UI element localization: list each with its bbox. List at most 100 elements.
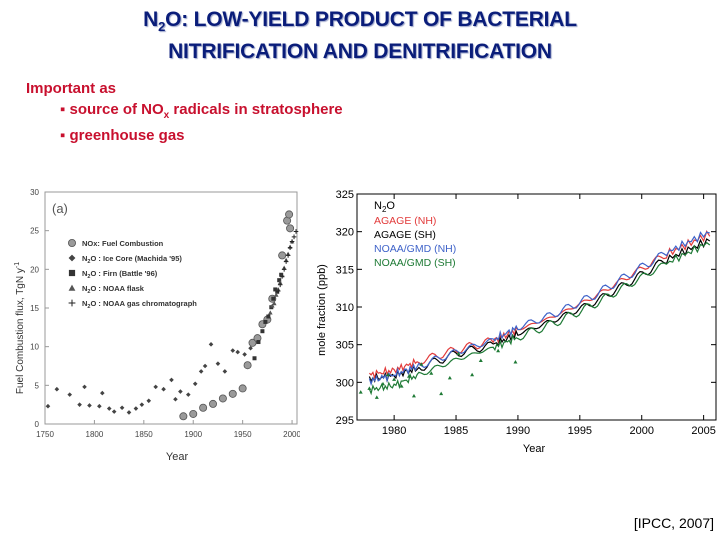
chart-a-point-plus [285, 253, 291, 258]
chart-a-point-diamond [54, 386, 60, 392]
chart-a-point-diamond [97, 403, 102, 409]
citation: [IPCC, 2007] [633, 515, 714, 531]
legend-label-diamond: N2O : Ice Core (Machida '95) [82, 254, 182, 265]
chart-b-flask-point [406, 374, 411, 378]
chart-a-point-diamond [235, 349, 241, 355]
chart-a-ylabel-text: Fuel Combustion flux, TgN y [15, 268, 26, 394]
chart-a-point-diamond [202, 363, 208, 369]
chart-a-point-triangle [268, 310, 273, 315]
chart-n2o-mole-fraction: 295 300 305 310 315 320 325 1980 1985 1990 1995 200… [316, 189, 717, 455]
chart-a-point-triangle [277, 280, 283, 285]
chart-a-point-square [260, 329, 265, 334]
chart-a-xtick-label: 1950 [234, 430, 252, 439]
chart-a-point-plus [291, 234, 297, 240]
chart-a-point-diamond [248, 345, 253, 351]
chart-a-point-triangle [269, 303, 275, 308]
chart-a-point-diamond [208, 342, 214, 347]
chart-a-plot-area [44, 191, 298, 425]
chart-a-point-square [279, 272, 284, 277]
chart-a-point-diamond [146, 398, 152, 404]
chart-b-ytick-label: 320 [336, 227, 354, 239]
chart-b-flask-point [513, 359, 518, 364]
chart-b-series-line [368, 231, 710, 387]
chart-a-xtick-label: 1800 [86, 430, 104, 439]
chart-b-ytick-label: 310 [336, 302, 354, 314]
bullet-greenhouse: ▪ greenhouse gas [60, 127, 185, 144]
chart-b-ylabel: mole fraction (ppb) [316, 264, 328, 356]
chart-a-point-diamond [100, 390, 105, 396]
chart-a-point-diamond [45, 403, 51, 409]
chart-b-xtick-label: 1990 [506, 425, 530, 437]
legend-label-rest: O : Firn (Battle '96) [90, 269, 157, 278]
chart-a-point-diamond [82, 384, 87, 390]
legend-label-plus: N2O : NOAA gas chromatograph [82, 299, 197, 310]
chart-a-point-circle [285, 210, 294, 219]
title-n: N [143, 8, 159, 31]
chart-a-xtick-label: 1750 [36, 430, 54, 439]
chart-a-point-diamond [139, 402, 145, 407]
chart-a-point-circle [248, 338, 257, 347]
chart-a-point-circle [199, 403, 208, 412]
chart-a-xtick-label: 1850 [135, 430, 153, 439]
bullet-nox-rest: radicals in stratosphere [169, 101, 343, 118]
legend-label-sub: 2 [87, 289, 90, 295]
legend-marker-plus [68, 299, 76, 307]
chart-a-xlabel: Year [166, 451, 189, 463]
legend-label-triangle: N2O : NOAA flask [82, 284, 145, 295]
chart-a-point-square [256, 340, 261, 345]
legend-marker-triangle [68, 284, 76, 291]
legend-label-sub: 2 [87, 259, 90, 265]
chart-a-point-diamond [119, 405, 125, 411]
chart-a-point-plus [279, 273, 285, 279]
chart-b-flask-point [411, 393, 416, 398]
chart-b-flask-point [429, 371, 434, 375]
chart-a-point-plus [293, 229, 299, 234]
chart-a-point-diamond [77, 402, 82, 407]
chart-a-point-plus [283, 259, 289, 264]
chart-a-point-triangle [271, 301, 277, 306]
legend-label-rest: O : NOAA flask [90, 284, 144, 293]
legend-label-square: N2O : Firn (Battle '96) [82, 269, 158, 280]
chart-a-point-diamond [111, 409, 117, 414]
chart-a-ylabel: Fuel Combustion flux, TgN y-1 [14, 262, 26, 394]
legend-label-n: N [82, 284, 87, 293]
chart-a-point-diamond [133, 406, 139, 411]
chart-a-point-circle [243, 361, 252, 370]
bullet-nox-sub: x [163, 110, 170, 121]
chart-a-point-square [271, 296, 276, 301]
chart-b-flask-point [478, 358, 483, 362]
chart-a-point-diamond [67, 392, 73, 397]
chart-a-point-circle [286, 224, 295, 233]
panel-label-a: (a) [52, 201, 68, 216]
chart-b-xtick-label: 2005 [691, 425, 715, 437]
chart-a-point-diamond [173, 396, 178, 402]
chart-b-flask-point [496, 348, 501, 353]
chart-b-ytick-label: 295 [336, 415, 354, 427]
chart-a-point-diamond [242, 352, 247, 357]
chart-b-flask-point [358, 390, 363, 394]
chart-a-point-square [275, 289, 280, 294]
chart-a-point-circle [179, 412, 188, 421]
chart-a-point-square [273, 287, 278, 292]
chart-b-flask-point [374, 395, 379, 399]
legend-marker-square [68, 269, 76, 277]
chart-b-flask-point [447, 375, 452, 380]
chart-b-title-o: O [386, 200, 395, 212]
chart-a-point-diamond [222, 369, 228, 374]
chart-a-xtick-label: 2000 [283, 430, 300, 439]
chart-b-legend-entry: NOAA/GMD (NH) [374, 243, 456, 255]
title-line-2: NITRIFICATION AND DENITRIFICATION [168, 40, 552, 63]
chart-b-legend-entry: NOAA/GMD (SH) [374, 257, 456, 269]
legend-label-n: N [82, 299, 87, 308]
chart-b-series-line [368, 241, 711, 396]
chart-fuel-combustion: 0 5 10 15 20 25 30 1750 1800 1850 1900 1950 2000 NOx… [14, 188, 300, 463]
chart-a-ytick-label: 30 [30, 188, 39, 197]
chart-a-point-diamond [192, 381, 198, 387]
legend-label-rest: O : Ice Core (Machida '95) [90, 254, 182, 263]
chart-a-point-diamond [153, 384, 158, 390]
chart-b-legend-entry: AGAGE (NH) [374, 215, 436, 227]
chart-b-xtick-label: 1980 [382, 425, 406, 437]
chart-a-ylabel-sup: -1 [14, 262, 21, 268]
important-as-label: Important as [26, 80, 117, 97]
chart-b-title-sub: 2 [382, 205, 387, 214]
